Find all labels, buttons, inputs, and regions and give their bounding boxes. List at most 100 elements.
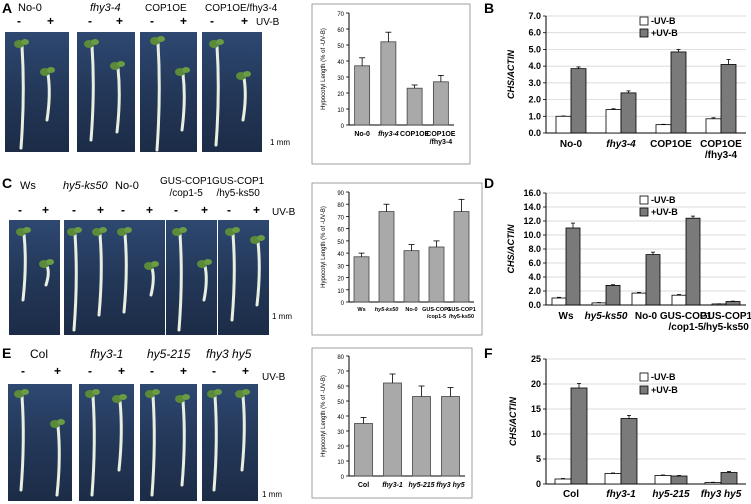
seedling-photo bbox=[113, 220, 165, 335]
y-tick-label: 6.0 bbox=[528, 258, 541, 268]
x-tick-label: fhy3 hy5 bbox=[701, 489, 742, 500]
legend-swatch bbox=[639, 16, 649, 26]
genotype-label: No-0 bbox=[115, 180, 139, 192]
seedling-photo bbox=[9, 220, 60, 335]
y-tick-label: 50 bbox=[337, 44, 344, 50]
plus-label: + bbox=[253, 203, 261, 217]
genotype-label: No-0 bbox=[18, 2, 42, 14]
chart-frame bbox=[311, 347, 473, 499]
y-tick-label: 4.0 bbox=[528, 272, 541, 282]
bar bbox=[380, 41, 397, 126]
y-tick-label: 30 bbox=[337, 76, 344, 82]
x-tick-label: Ws bbox=[357, 307, 365, 313]
minus-label: - bbox=[18, 203, 22, 217]
legend-label: -UV-B bbox=[651, 195, 676, 205]
y-tick-label: 7.0 bbox=[528, 11, 541, 21]
minus-label: - bbox=[121, 203, 125, 217]
y-tick-label: 70 bbox=[337, 215, 344, 221]
y-tick-label: 50 bbox=[337, 240, 344, 246]
bar bbox=[685, 217, 701, 306]
bar bbox=[383, 382, 402, 477]
y-tick-label: 0 bbox=[341, 475, 345, 481]
x-tick-label: fhy3-4 bbox=[606, 139, 636, 150]
genotype-label: hy5-215 bbox=[147, 347, 191, 361]
y-tick-label: 60 bbox=[337, 228, 344, 234]
bar bbox=[671, 294, 687, 306]
x-tick-label: fhy3-4 bbox=[378, 131, 399, 138]
x-tick-label: /cop1-5 bbox=[668, 322, 703, 333]
seedling-photo bbox=[5, 32, 69, 152]
y-tick-label: 10.0 bbox=[523, 230, 541, 240]
minus-label: - bbox=[88, 364, 92, 378]
minus-label: - bbox=[150, 14, 154, 28]
legend-swatch bbox=[639, 28, 649, 38]
y-tick-label: 20 bbox=[337, 445, 344, 451]
x-tick-label: hy5-215 bbox=[652, 489, 690, 500]
plus-label: + bbox=[118, 364, 126, 378]
bar bbox=[406, 87, 423, 126]
x-tick-label: GUS-COP1 bbox=[660, 311, 713, 322]
scale-bar: 1 mm bbox=[272, 312, 292, 321]
legend-swatch bbox=[639, 372, 649, 382]
y-tick-label: 0 bbox=[341, 124, 345, 130]
chart-chsB: 0.0 1.0 2.0 3.0 4.0 5.0 6.0 7.0 No-0 fhy3-4 COP1OE… bbox=[506, 11, 746, 161]
plus-label: + bbox=[180, 14, 188, 28]
y-tick-label: 60 bbox=[337, 385, 344, 391]
plus-label: + bbox=[242, 364, 250, 378]
bar bbox=[551, 297, 567, 306]
y-axis-label: CHS/ACTIN bbox=[508, 397, 518, 446]
bar bbox=[565, 227, 581, 306]
x-tick-label: fhy3-1 bbox=[382, 482, 403, 489]
panel-letter-d: D bbox=[484, 175, 495, 191]
legend-label: +UV-B bbox=[651, 28, 678, 38]
y-tick-label: 6.0 bbox=[528, 28, 541, 38]
bar bbox=[432, 81, 449, 126]
genotype-label: fhy3-4 bbox=[90, 2, 121, 14]
x-tick-label: fhy3 hy5 bbox=[436, 482, 465, 489]
y-tick-label: 12.0 bbox=[523, 216, 541, 226]
bar bbox=[354, 65, 371, 126]
y-axis-label: Hypocotyl Length (% of -UV-B) bbox=[321, 206, 327, 288]
bar bbox=[670, 475, 688, 485]
legend-swatch bbox=[639, 195, 649, 205]
seedling-photo bbox=[202, 32, 262, 152]
y-tick-label: 60 bbox=[337, 28, 344, 34]
bar bbox=[353, 256, 370, 303]
legend-swatch bbox=[639, 207, 649, 217]
bar bbox=[620, 92, 637, 134]
plus-label: + bbox=[42, 203, 50, 217]
legend-label: -UV-B bbox=[651, 372, 676, 382]
x-tick-label: /fhy3-4 bbox=[705, 150, 738, 161]
y-tick-label: 2.0 bbox=[528, 286, 541, 296]
x-tick-label: hy5-ks50 bbox=[375, 307, 399, 313]
genotype-label: COP1OE/fhy3-4 bbox=[205, 3, 278, 14]
plus-label: + bbox=[116, 14, 124, 28]
y-tick-label: 20 bbox=[337, 277, 344, 283]
y-tick-label: 0 bbox=[341, 301, 345, 307]
plus-label: + bbox=[97, 203, 105, 217]
minus-label: - bbox=[150, 364, 154, 378]
bar bbox=[645, 254, 661, 306]
y-tick-label: 80 bbox=[337, 203, 344, 209]
genotype-label: Ws bbox=[20, 180, 36, 192]
y-tick-label: 1.0 bbox=[528, 111, 541, 121]
minus-label: - bbox=[174, 203, 178, 217]
legend-label: -UV-B bbox=[651, 16, 676, 26]
y-tick-label: 10 bbox=[337, 108, 344, 114]
bar bbox=[412, 396, 431, 477]
y-tick-label: 4.0 bbox=[528, 61, 541, 71]
y-tick-label: 0 bbox=[536, 479, 541, 489]
bar bbox=[620, 418, 638, 485]
x-tick-label: /fhy3-4 bbox=[430, 139, 453, 146]
genotype-label: hy5-ks50 bbox=[63, 180, 108, 192]
bar bbox=[720, 64, 737, 134]
y-tick-label: 16.0 bbox=[523, 188, 541, 198]
genotype-label: GUS-COP1 /cop1-5 bbox=[160, 176, 213, 199]
chart-chsF: 0 5 10 15 20 25 Col fhy3-1 hy5-215 fhy3 hy5 CHS/AC… bbox=[508, 354, 746, 500]
plus-label: + bbox=[54, 364, 62, 378]
panel-letter-f: F bbox=[484, 345, 493, 361]
x-tick-label: /hy5-ks50 bbox=[449, 314, 474, 320]
y-tick-label: 8.0 bbox=[528, 244, 541, 254]
